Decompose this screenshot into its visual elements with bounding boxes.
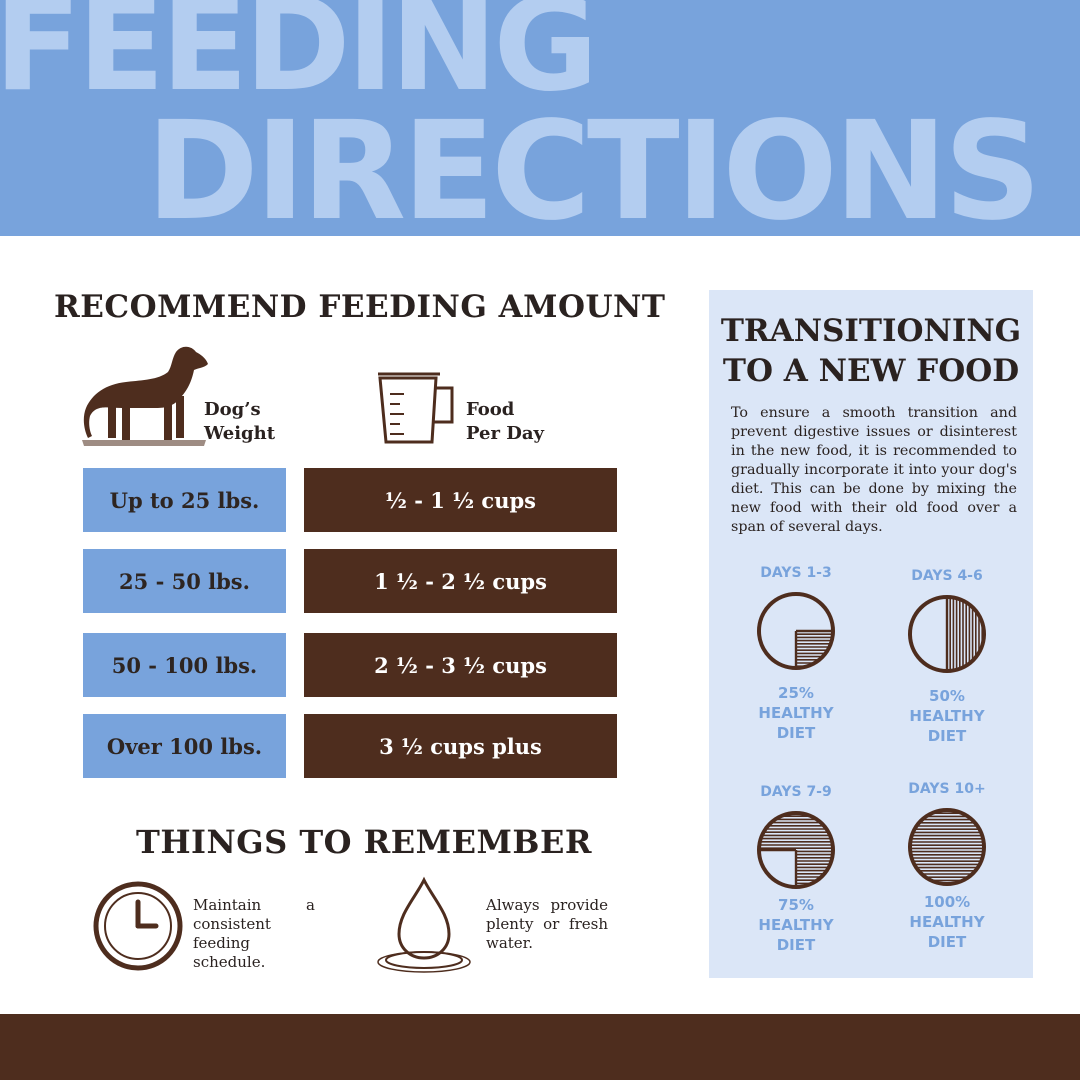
percent-label-2: 50% HEALTHY DIET — [909, 687, 985, 745]
pie-outline — [757, 811, 835, 889]
quadrant-divider — [759, 848, 798, 887]
clock-icon — [93, 881, 183, 971]
transition-description: To ensure a smooth transition and preven… — [731, 405, 1017, 535]
pie-chart-75 — [757, 811, 835, 889]
pie-chart-50 — [908, 595, 986, 673]
amount-cell-4: 3 ½ cups plus — [304, 714, 617, 778]
tip-text-water: Always provide plenty or fresh water. — [486, 896, 608, 952]
transition-title-line2: TO A NEW FOOD — [722, 353, 1020, 389]
measuring-cup-icon — [378, 372, 454, 444]
pie-outline — [908, 595, 986, 673]
quadrant-divider — [794, 629, 833, 668]
transition-title-line1: TRANSITIONING — [720, 313, 1022, 349]
water-drop-icon — [377, 876, 471, 973]
dog-icon — [82, 346, 208, 446]
header-title-line1: FEEDING — [0, 0, 598, 120]
days-label-4: DAYS 10+ — [908, 781, 986, 797]
amount-cell-1: ½ - 1 ½ cups — [304, 468, 617, 532]
tip-text-schedule: Maintain a consistent feeding schedule. — [193, 896, 315, 971]
header-title-line2: DIRECTIONS — [146, 93, 1042, 236]
pie-chart-100 — [908, 808, 986, 886]
header-banner: FEEDING DIRECTIONS — [0, 0, 1080, 236]
pie-outline — [757, 592, 835, 670]
amount-cell-2: 1 ½ - 2 ½ cups — [304, 549, 617, 613]
pie-outline — [908, 808, 986, 886]
hatched-fill — [946, 597, 983, 671]
food-per-day-label: Food Per Day — [466, 399, 544, 444]
weight-cell-4: Over 100 lbs. — [83, 714, 286, 778]
pie-chart-25 — [757, 592, 835, 670]
amount-cell-3: 2 ½ - 3 ½ cups — [304, 633, 617, 697]
days-label-2: DAYS 4-6 — [911, 568, 983, 584]
days-label-3: DAYS 7-9 — [760, 784, 832, 800]
weight-cell-1: Up to 25 lbs. — [83, 468, 286, 532]
dog-weight-label: Dog’s Weight — [204, 399, 276, 444]
footer-bar — [0, 1014, 1080, 1080]
percent-label-4: 100% HEALTHY DIET — [909, 893, 985, 951]
things-to-remember-title: THINGS TO REMEMBER — [136, 823, 592, 861]
percent-label-1: 25% HEALTHY DIET — [758, 684, 834, 742]
days-label-1: DAYS 1-3 — [760, 565, 832, 581]
weight-cell-2: 25 - 50 lbs. — [83, 549, 286, 613]
percent-label-3: 75% HEALTHY DIET — [758, 896, 834, 954]
transition-panel: TRANSITIONING TO A NEW FOOD To ensure a … — [709, 290, 1033, 978]
feeding-amount-title: RECOMMEND FEEDING AMOUNT — [54, 289, 666, 325]
weight-cell-3: 50 - 100 lbs. — [83, 633, 286, 697]
